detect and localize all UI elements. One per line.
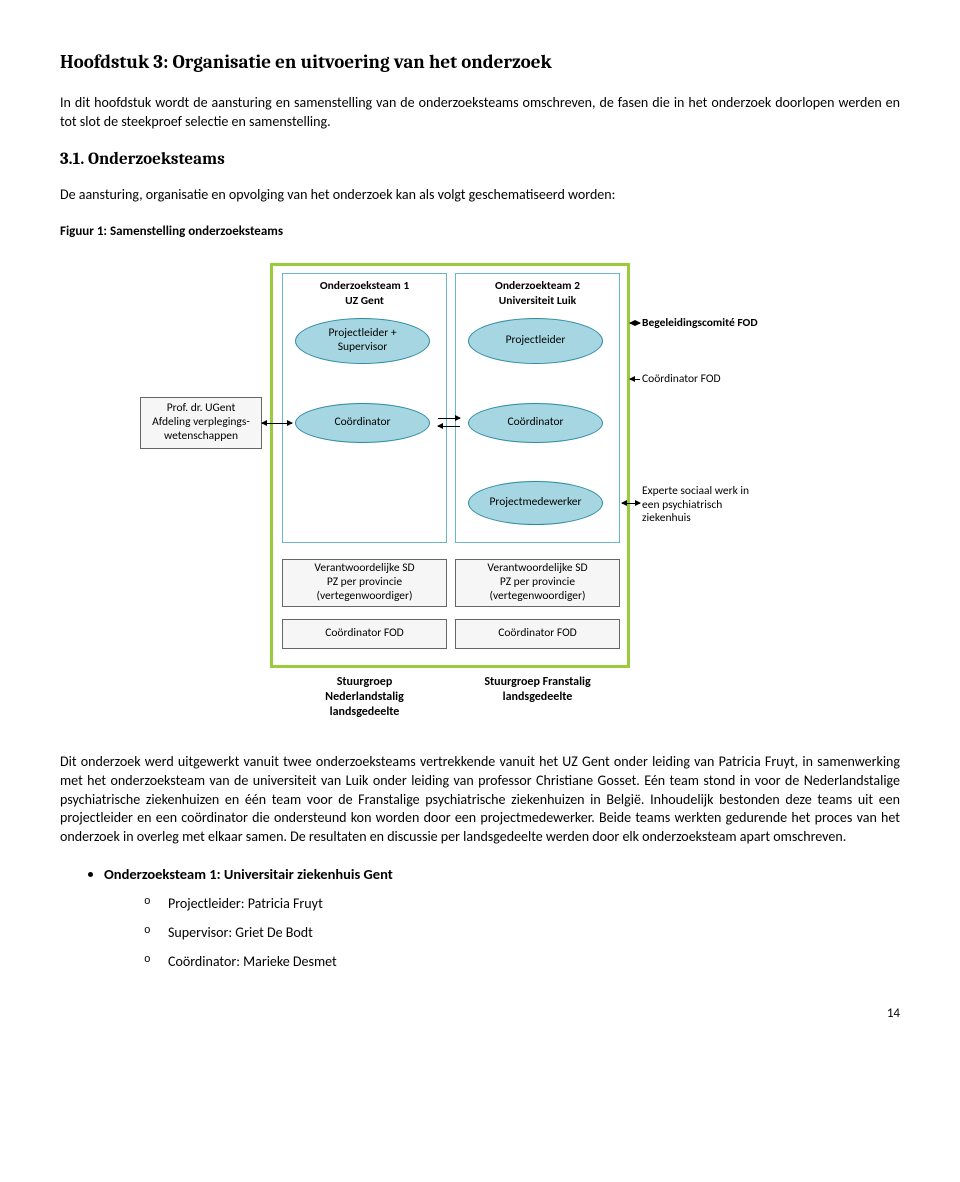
list-item: Projectleider: Patricia Fruyt: [144, 895, 900, 914]
begeleidingscomite-label: Begeleidingscomité FOD: [642, 317, 812, 331]
chapter-heading: Hoofdstuk 3: Organisatie en uitvoering v…: [60, 50, 900, 76]
list-item: Supervisor: Griet De Bodt: [144, 924, 900, 943]
body-paragraph: Dit onderzoek werd uitgewerkt vanuit twe…: [60, 753, 900, 847]
team1-list-heading: Onderzoeksteam 1: Universitair ziekenhui…: [104, 865, 900, 971]
team2-projectmedewerker: Projectmedewerker: [468, 481, 603, 525]
subsection-intro: De aansturing, organisatie en opvolging …: [60, 186, 900, 205]
team1-projectleader-supervisor: Projectleider +Supervisor: [295, 318, 430, 364]
team2-coord-fod-box: Coördinator FOD: [455, 619, 620, 649]
team1-coord-fod-box: Coördinator FOD: [282, 619, 447, 649]
subsection-heading: 3.1. Onderzoeksteams: [60, 149, 900, 172]
page-number: 14: [60, 1005, 900, 1023]
figure-caption: Figuur 1: Samenstelling onderzoeksteams: [60, 223, 900, 241]
coordfod-to-frame-arrow: [630, 379, 640, 380]
stuurgroep-nl-label: StuurgroepNederlandstaliglandsgedeelte: [282, 675, 447, 720]
experte-arrow: [622, 503, 640, 504]
team-list: Onderzoeksteam 1: Universitair ziekenhui…: [60, 865, 900, 971]
experte-label: Experte sociaal werk ineen psychiatrisch…: [642, 485, 812, 526]
coord-fod-right-label: Coördinator FOD: [642, 373, 792, 387]
team2-verantwoordelijke-box: Verantwoordelijke SDPZ per provincie(ver…: [455, 559, 620, 607]
team1-title: Onderzoeksteam 1UZ Gent: [282, 279, 447, 310]
team2-coordinator: Coördinator: [468, 403, 603, 443]
team2-title: Onderzoekteam 2Universiteit Luik: [455, 279, 620, 310]
org-diagram: Onderzoeksteam 1UZ Gent Onderzoekteam 2U…: [140, 263, 820, 723]
team1-members: Projectleider: Patricia Fruyt Supervisor…: [104, 895, 900, 972]
team1-list-heading-text: Onderzoeksteam 1: Universitair ziekenhui…: [104, 865, 393, 883]
list-item: Coördinator: Marieke Desmet: [144, 953, 900, 972]
team1-verantwoordelijke-box: Verantwoordelijke SDPZ per provincie(ver…: [282, 559, 447, 607]
frame-to-begeleid-arrow: [630, 323, 640, 324]
team1-coordinator: Coördinator: [295, 403, 430, 443]
intro-paragraph: In dit hoofdstuk wordt de aansturing en …: [60, 94, 900, 132]
prof-ugent-box: Prof. dr. UGentAfdeling verplegings-wete…: [140, 397, 262, 449]
team2-projectleader: Projectleider: [468, 318, 603, 364]
stuurgroep-fr-label: Stuurgroep Franstaliglandsgedeelte: [455, 675, 620, 705]
prof-to-coord-arrow: [262, 423, 292, 424]
